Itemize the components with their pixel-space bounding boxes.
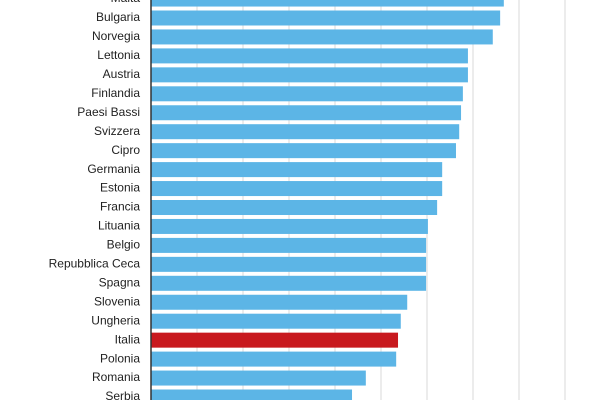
y-tick-label: Estonia <box>100 181 140 195</box>
bar <box>151 143 456 159</box>
y-tick-label: Paesi Bassi <box>77 105 140 119</box>
bar <box>151 162 443 178</box>
bar <box>151 218 428 234</box>
bar <box>151 86 463 102</box>
y-tick-label: Norvegia <box>92 29 140 43</box>
bar <box>151 29 493 45</box>
y-tick-label: Bulgaria <box>96 10 140 24</box>
bar <box>151 67 468 83</box>
y-tick-label: Germania <box>87 162 140 176</box>
y-tick-label: Italia <box>115 332 141 346</box>
bar <box>151 313 401 329</box>
y-tick-label: Finlandia <box>91 86 140 100</box>
y-tick-label: Francia <box>100 200 140 214</box>
bar <box>151 389 353 400</box>
bar <box>151 332 399 348</box>
bar <box>151 351 397 367</box>
bar <box>151 370 366 386</box>
bar <box>151 0 504 7</box>
y-tick-label: Repubblica Ceca <box>49 257 141 271</box>
y-tick-label: Lituania <box>98 219 140 233</box>
y-tick-label: Belgio <box>107 238 141 252</box>
bar <box>151 10 501 26</box>
bar <box>151 105 462 121</box>
y-tick-label: Romania <box>92 370 140 384</box>
bar <box>151 237 427 253</box>
bar <box>151 181 443 197</box>
bar <box>151 48 468 64</box>
y-tick-label: Lettonia <box>97 48 140 62</box>
y-tick-label: Cipro <box>111 143 140 157</box>
y-tick-label: Serbia <box>105 389 140 400</box>
bar <box>151 124 460 140</box>
y-tick-label: Malta <box>111 0 141 5</box>
y-tick-label: Polonia <box>100 351 140 365</box>
y-tick-label: Svizzera <box>94 124 140 138</box>
bar <box>151 275 427 291</box>
bar <box>151 294 408 310</box>
y-tick-label: Spagna <box>99 275 141 289</box>
y-tick-label: Ungheria <box>91 313 140 327</box>
y-tick-label: Austria <box>103 67 141 81</box>
y-tick-label: Slovenia <box>94 294 140 308</box>
bar <box>151 200 438 215</box>
bar <box>151 256 427 272</box>
